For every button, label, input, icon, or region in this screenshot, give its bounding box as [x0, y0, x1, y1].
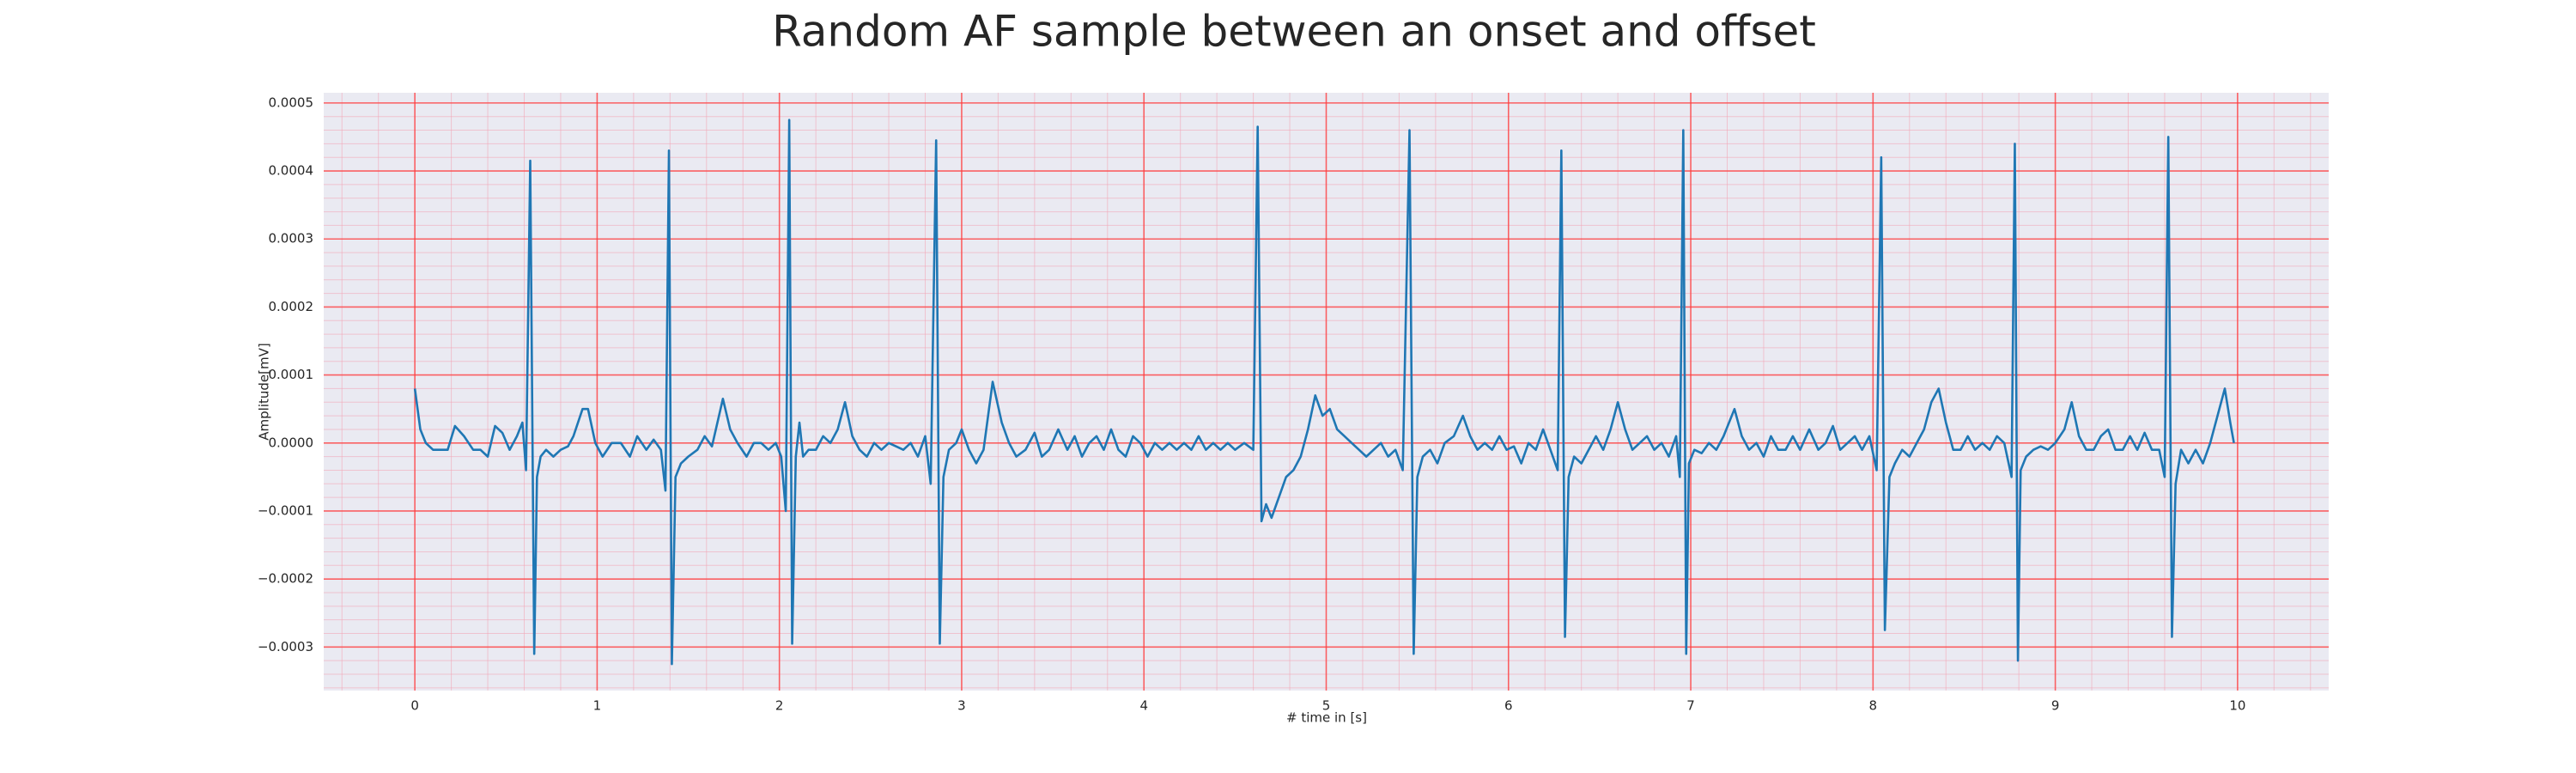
y-tick-label: −0.0003 — [258, 639, 313, 654]
y-axis-label: Amplitude[mV] — [257, 343, 272, 440]
y-tick-label: −0.0002 — [258, 571, 313, 587]
y-tick-label: −0.0001 — [258, 502, 313, 518]
y-tick-label: 0.0004 — [269, 163, 314, 179]
y-tick-label: 0.0002 — [269, 299, 314, 314]
y-tick-label: 0.0003 — [269, 231, 314, 247]
y-tick-label: 0.0001 — [269, 367, 314, 382]
x-tick-label: 2 — [775, 698, 784, 714]
x-tick-label: 7 — [1686, 698, 1695, 714]
x-tick-label: 9 — [2051, 698, 2060, 714]
chart-title: Random AF sample between an onset and of… — [772, 7, 1816, 57]
x-tick-label: 3 — [957, 698, 966, 714]
major-grid — [324, 93, 2329, 691]
x-tick-label: 8 — [1869, 698, 1878, 714]
y-tick-label: 0.0000 — [269, 435, 314, 450]
x-axis-label: # time in [s] — [1286, 710, 1367, 726]
x-tick-label: 5 — [1322, 698, 1331, 714]
y-tick-label: 0.0005 — [269, 94, 314, 110]
ecg-line — [413, 119, 2235, 666]
x-tick-label: 6 — [1504, 698, 1513, 714]
data-layer — [413, 119, 2235, 666]
x-tick-label: 10 — [2229, 698, 2245, 714]
x-tick-label: 1 — [593, 698, 602, 714]
x-tick-label: 4 — [1139, 698, 1148, 714]
x-tick-label: 0 — [410, 698, 419, 714]
tick-labels: 0 1 2 3 4 5 6 7 8 9 10 −0.0003 −0.0002 −0.0001 0.0000 0… — [258, 94, 2245, 713]
